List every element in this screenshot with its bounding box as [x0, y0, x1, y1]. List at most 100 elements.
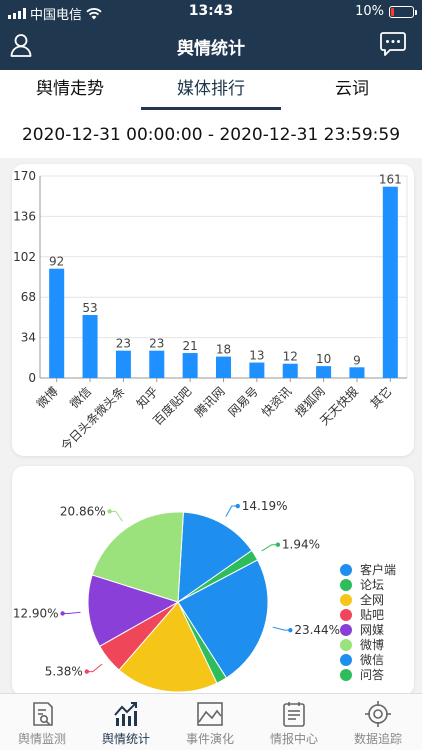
bar[interactable] — [49, 268, 65, 378]
legend-item[interactable]: 论坛 — [340, 577, 396, 592]
tab-media-ranking-label: 媒体排行 — [177, 79, 245, 99]
legend-item[interactable]: 微博 — [340, 637, 396, 652]
bar-value-label: 53 — [82, 301, 97, 315]
tabbar-item-intel[interactable]: 情报中心 — [252, 694, 336, 750]
pie-leader-line — [109, 510, 123, 522]
legend-swatch — [340, 563, 352, 576]
tabbar-label-monitor: 舆情监测 — [17, 732, 66, 746]
user-icon[interactable] — [10, 33, 32, 57]
legend-item[interactable]: 全网 — [340, 592, 396, 607]
bar[interactable] — [216, 356, 231, 378]
bar[interactable] — [182, 353, 198, 378]
legend-swatch — [340, 578, 352, 591]
bottom-tab-bar: 舆情监测 舆情统计 事件演化 情报中心 数据追踪 — [0, 693, 422, 750]
tab-media-ranking[interactable]: 媒体排行 — [141, 70, 281, 112]
legend-swatch — [340, 638, 352, 651]
pie-slice[interactable] — [118, 601, 218, 693]
tabbar-label-stats: 舆情统计 — [101, 732, 150, 746]
page-title: 舆情统计 — [177, 39, 245, 59]
battery-percent: 10% — [355, 4, 384, 19]
legend-item[interactable]: 客户端 — [340, 562, 396, 577]
y-tick-label: 102 — [13, 250, 36, 264]
legend-swatch — [340, 653, 352, 666]
bar[interactable] — [316, 366, 332, 378]
pie-chart-card: 14.19%1.94%23.44%18.28%5.38%12.90%20.86%… — [12, 466, 414, 696]
pie-leader-dot — [60, 611, 65, 616]
y-tick-label: 68 — [21, 290, 36, 304]
legend-item[interactable]: 问答 — [340, 667, 396, 682]
y-tick-label: 136 — [13, 209, 36, 223]
nav-bar: 舆情统计 — [0, 24, 422, 70]
pie-leader-line — [86, 663, 103, 673]
bar-value-label: 92 — [49, 255, 64, 269]
pie-slice[interactable] — [87, 574, 180, 647]
pie-leader-dot — [107, 509, 112, 514]
bar-value-label: 161 — [379, 173, 402, 187]
bar[interactable] — [149, 350, 165, 378]
bar[interactable] — [115, 350, 131, 378]
wifi-icon — [86, 7, 102, 19]
chat-icon[interactable] — [380, 31, 406, 57]
legend-item[interactable]: 微信 — [340, 652, 396, 667]
x-tick-label: 知乎 — [134, 384, 161, 411]
pie-slice-label: 23.44% — [294, 623, 340, 637]
pie-leader-dot — [235, 503, 240, 509]
tabbar-label-evolution: 事件演化 — [185, 732, 234, 746]
status-bar: 中国电信 13:43 10% — [0, 0, 422, 24]
pie-leader-dot — [84, 669, 90, 674]
carrier-label: 中国电信 — [30, 8, 83, 23]
y-tick-label: 170 — [13, 169, 36, 183]
pie-slice-label: 1.94% — [282, 538, 320, 552]
tabbar-item-monitor[interactable]: 舆情监测 — [0, 694, 84, 750]
monitor-icon — [33, 702, 53, 726]
pie-slice[interactable] — [177, 559, 269, 679]
battery-icon — [389, 5, 417, 18]
bar[interactable] — [382, 186, 398, 378]
pie-leader-line — [225, 505, 238, 517]
bar[interactable] — [349, 367, 365, 378]
evolution-icon — [197, 702, 223, 726]
tracking-icon — [365, 701, 391, 727]
bar[interactable] — [282, 363, 298, 378]
y-tick-label: 34 — [21, 331, 36, 345]
bar-value-label: 23 — [149, 337, 164, 351]
pie-slice-label: 12.90% — [13, 606, 59, 620]
bar[interactable] — [249, 362, 265, 378]
pie-leader-line — [272, 626, 291, 631]
legend-label: 网媒 — [360, 623, 385, 637]
legend-label: 贴吧 — [360, 608, 385, 622]
pie-slice[interactable] — [177, 511, 253, 604]
stats-icon — [114, 702, 137, 726]
bar[interactable] — [82, 315, 98, 378]
pie-slice-label: 5.38% — [45, 665, 83, 679]
x-tick-label: 微信 — [67, 384, 94, 411]
tabbar-item-stats[interactable]: 舆情统计 — [84, 694, 168, 750]
pie-leader-line — [261, 544, 278, 552]
tab-word-cloud-label: 云词 — [335, 79, 369, 99]
pie-legend: 客户端 论坛 全网 贴吧 网媒 微博 微信 问答 — [340, 562, 396, 682]
tabbar-item-tracking[interactable]: 数据追踪 — [336, 694, 420, 750]
x-tick-label: 快资讯 — [259, 384, 294, 419]
legend-swatch — [340, 623, 352, 636]
tab-word-cloud[interactable]: 云词 — [292, 70, 412, 112]
x-tick-label: 网易号 — [226, 384, 261, 419]
tabbar-label-tracking: 数据追踪 — [353, 732, 402, 746]
legend-item[interactable]: 贴吧 — [340, 607, 396, 622]
x-tick-label: 其它 — [367, 384, 395, 412]
legend-label: 客户端 — [360, 563, 397, 577]
intel-icon — [283, 702, 305, 727]
tab-trend-label: 舆情走势 — [36, 79, 104, 99]
pie-slice-label: 20.86% — [60, 504, 106, 518]
date-range[interactable]: 2020-12-31 00:00:00 - 2020-12-31 23:59:5… — [0, 112, 422, 158]
tabbar-label-intel: 情报中心 — [269, 732, 318, 746]
signal-icon — [8, 8, 26, 19]
bar-value-label: 9 — [353, 353, 361, 367]
legend-label: 问答 — [360, 668, 385, 682]
pie-slice[interactable] — [91, 511, 184, 603]
tab-trend[interactable]: 舆情走势 — [10, 70, 130, 112]
bar-value-label: 12 — [283, 350, 298, 364]
tabbar-item-evolution[interactable]: 事件演化 — [168, 694, 252, 750]
legend-item[interactable]: 网媒 — [340, 622, 396, 637]
bar-value-label: 23 — [116, 337, 131, 351]
legend-swatch — [340, 668, 352, 681]
